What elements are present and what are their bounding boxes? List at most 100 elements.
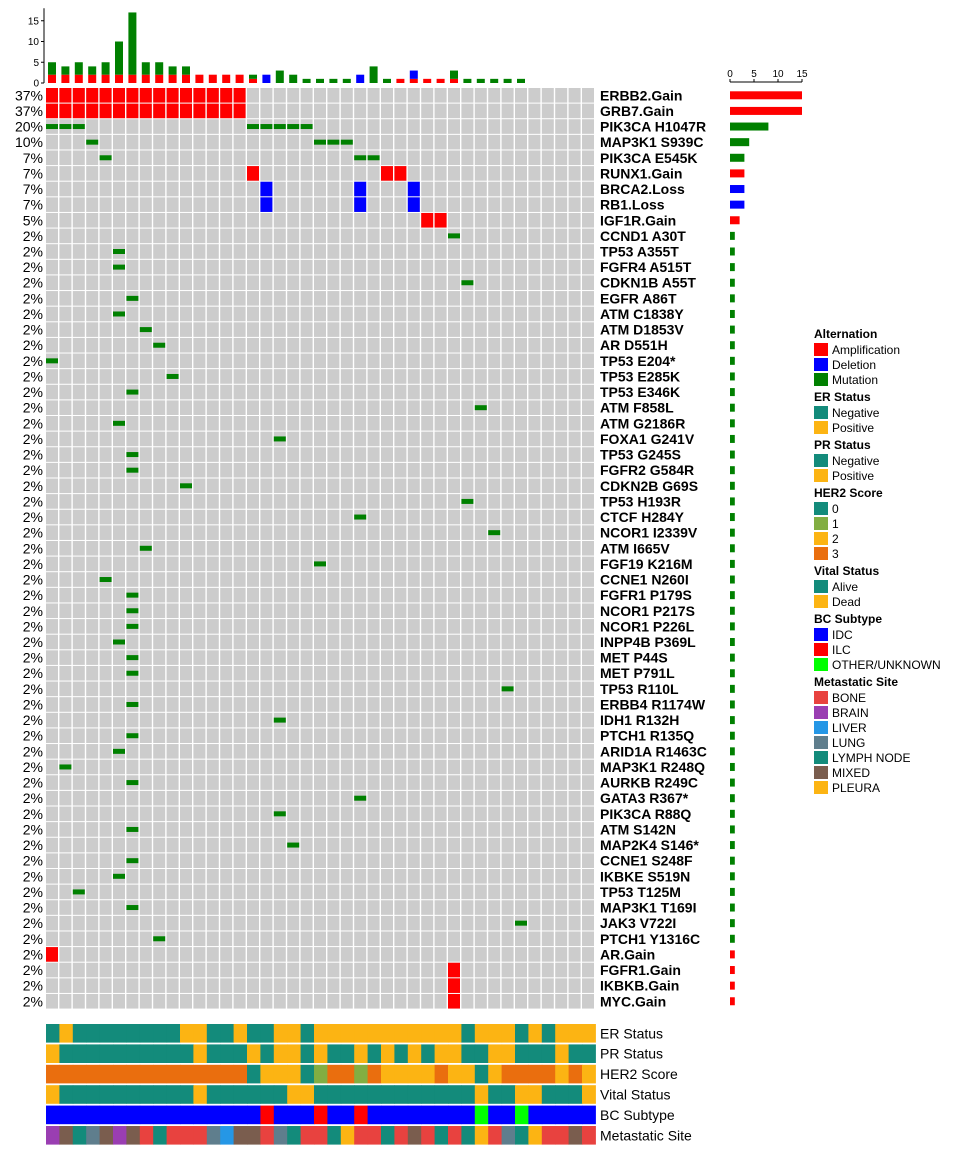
grid-cell (99, 540, 112, 556)
grid-cell (220, 884, 233, 900)
mutation-mark (126, 670, 139, 676)
grid-cell (461, 572, 474, 587)
track-cell (582, 1044, 596, 1063)
grid-cell (394, 634, 407, 650)
grid-cell (501, 587, 514, 603)
grid-cell (474, 353, 487, 369)
grid-cell (407, 837, 420, 853)
track-cell (206, 1105, 221, 1125)
grid-cell (180, 447, 192, 462)
side-bar (730, 575, 735, 584)
amplification-mark (59, 103, 72, 119)
grid-cell (340, 665, 353, 681)
grid-cell (273, 603, 286, 619)
grid-cell (381, 900, 393, 915)
grid-cell (448, 900, 460, 915)
grid-cell (126, 353, 139, 369)
grid-cell (233, 322, 246, 337)
track-cell (193, 1085, 208, 1104)
grid-cell (139, 837, 152, 853)
grid-cell (126, 744, 139, 759)
grid-cell (434, 853, 447, 868)
grid-cell (448, 369, 460, 384)
grid-cell (474, 993, 487, 1009)
grid-cell (407, 306, 420, 322)
gene-label: FGFR2 G584R (600, 462, 694, 478)
legend-swatch (814, 469, 828, 482)
grid-cell (327, 665, 340, 681)
grid-cell (233, 353, 246, 369)
side-bar (730, 200, 745, 209)
grid-cell (180, 228, 192, 244)
grid-cell (381, 962, 393, 978)
mutation-mark (126, 608, 139, 614)
grid-cell (327, 228, 340, 244)
grid-cell (126, 806, 139, 822)
grid-cell (367, 540, 380, 556)
grid-cell (421, 478, 434, 494)
grid-cell (555, 134, 568, 150)
grid-cell (555, 322, 568, 337)
grid-cell (407, 603, 420, 619)
grid-cell (300, 603, 313, 619)
track-cell (206, 1085, 221, 1104)
grid-cell (113, 400, 125, 415)
grid-cell (300, 228, 313, 244)
grid-cell (287, 197, 300, 212)
grid-cell (394, 572, 407, 587)
grid-cell (260, 400, 273, 415)
grid-cell (99, 759, 112, 775)
grid-cell (421, 837, 434, 853)
grid-cell (394, 744, 407, 759)
grid-cell (340, 306, 353, 322)
grid-cell (340, 572, 353, 587)
grid-cell (501, 462, 514, 478)
grid-cell (314, 88, 326, 103)
track-cell (113, 1105, 127, 1125)
grid-cell (126, 244, 139, 259)
gene-percent-label: 2% (23, 322, 43, 338)
grid-cell (327, 540, 340, 556)
grid-cell (515, 962, 527, 978)
grid-cell (488, 400, 501, 415)
grid-cell (46, 431, 58, 447)
grid-cell (193, 931, 206, 947)
top-y-tick-label: 15 (28, 16, 40, 27)
grid-cell (582, 540, 594, 556)
grid-cell (528, 681, 541, 697)
track-cell (206, 1044, 221, 1063)
grid-cell (233, 681, 246, 697)
legend-swatch (814, 781, 828, 794)
track-cell (421, 1024, 436, 1043)
grid-cell (434, 353, 447, 369)
grid-cell (139, 306, 152, 322)
grid-cell (488, 650, 501, 665)
track-cell (474, 1044, 489, 1063)
grid-cell (528, 88, 541, 103)
grid-cell (233, 806, 246, 822)
grid-cell (193, 884, 206, 900)
grid-cell (193, 166, 206, 181)
grid-cell (166, 790, 179, 806)
grid-cell (180, 509, 192, 525)
track-label: Vital Status (600, 1087, 671, 1103)
grid-cell (448, 244, 460, 259)
top-bar-amp (235, 74, 244, 83)
track-cell (327, 1085, 342, 1104)
grid-cell (367, 166, 380, 181)
grid-cell (314, 947, 326, 962)
track-cell (193, 1126, 208, 1145)
track-cell (340, 1085, 355, 1104)
grid-cell (448, 306, 460, 322)
grid-cell (448, 915, 460, 931)
grid-cell (448, 931, 460, 947)
track-cell (354, 1024, 369, 1043)
track-cell (448, 1044, 462, 1063)
track-cell (448, 1064, 462, 1084)
grid-cell (233, 619, 246, 634)
side-x-tick-label: 5 (751, 69, 757, 80)
grid-cell (541, 322, 554, 337)
grid-cell (515, 634, 527, 650)
grid-cell (193, 806, 206, 822)
grid-cell (180, 697, 192, 712)
